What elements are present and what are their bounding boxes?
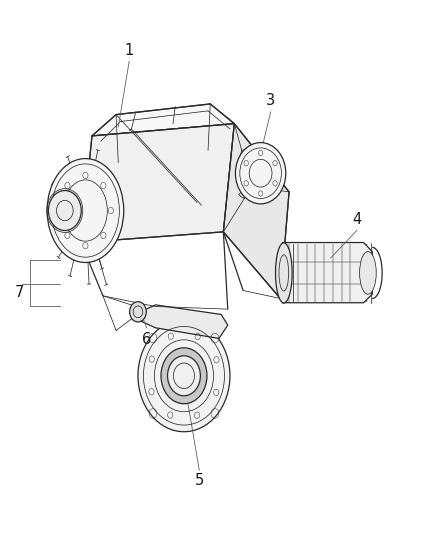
Polygon shape [283,243,372,303]
Ellipse shape [360,252,376,294]
Text: 4: 4 [352,212,362,227]
Polygon shape [140,305,228,338]
Text: 3: 3 [266,93,275,108]
Ellipse shape [47,159,124,263]
Polygon shape [223,124,289,298]
Polygon shape [237,149,249,168]
Polygon shape [81,124,234,243]
Text: 7: 7 [15,285,25,300]
Ellipse shape [236,142,286,204]
Polygon shape [92,104,234,136]
Ellipse shape [130,302,146,322]
Text: 5: 5 [194,473,204,488]
Ellipse shape [276,243,292,303]
Polygon shape [239,189,249,198]
Ellipse shape [138,320,230,432]
Text: 1: 1 [124,43,134,58]
Text: 6: 6 [142,332,152,346]
Ellipse shape [161,348,207,404]
Ellipse shape [167,356,200,395]
Ellipse shape [48,191,81,231]
